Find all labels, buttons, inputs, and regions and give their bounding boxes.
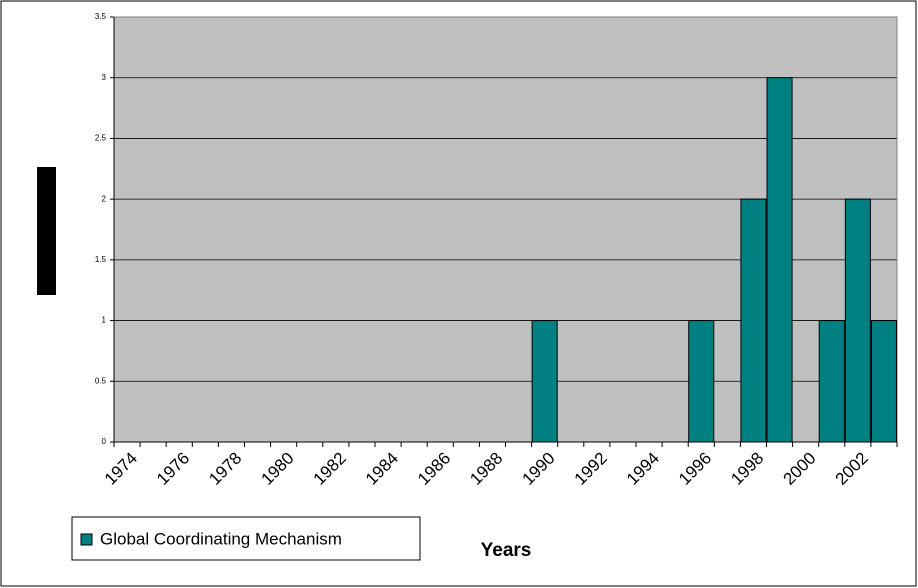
y-tick-label: 0 xyxy=(102,437,107,446)
bar xyxy=(844,198,871,443)
y-tick-label: 2 xyxy=(102,194,107,203)
y-tick-label: 1 xyxy=(102,316,107,325)
bar xyxy=(818,320,845,443)
x-axis-title: Years xyxy=(481,540,532,561)
y-tick-label: 2.5 xyxy=(95,134,107,143)
redacted-label xyxy=(37,167,56,295)
bar xyxy=(531,320,558,443)
bar xyxy=(688,320,715,443)
y-tick-label: 0.5 xyxy=(95,376,107,385)
legend-label: Global Coordinating Mechanism xyxy=(100,529,342,548)
bar xyxy=(766,77,793,443)
legend-swatch xyxy=(80,533,93,546)
y-tick-label: 3 xyxy=(102,73,107,82)
bar xyxy=(870,320,897,443)
bar xyxy=(740,198,767,443)
plot-area xyxy=(114,17,897,442)
y-tick-label: 3.5 xyxy=(95,12,107,21)
y-tick-label: 1.5 xyxy=(95,255,107,264)
legend xyxy=(71,516,421,561)
